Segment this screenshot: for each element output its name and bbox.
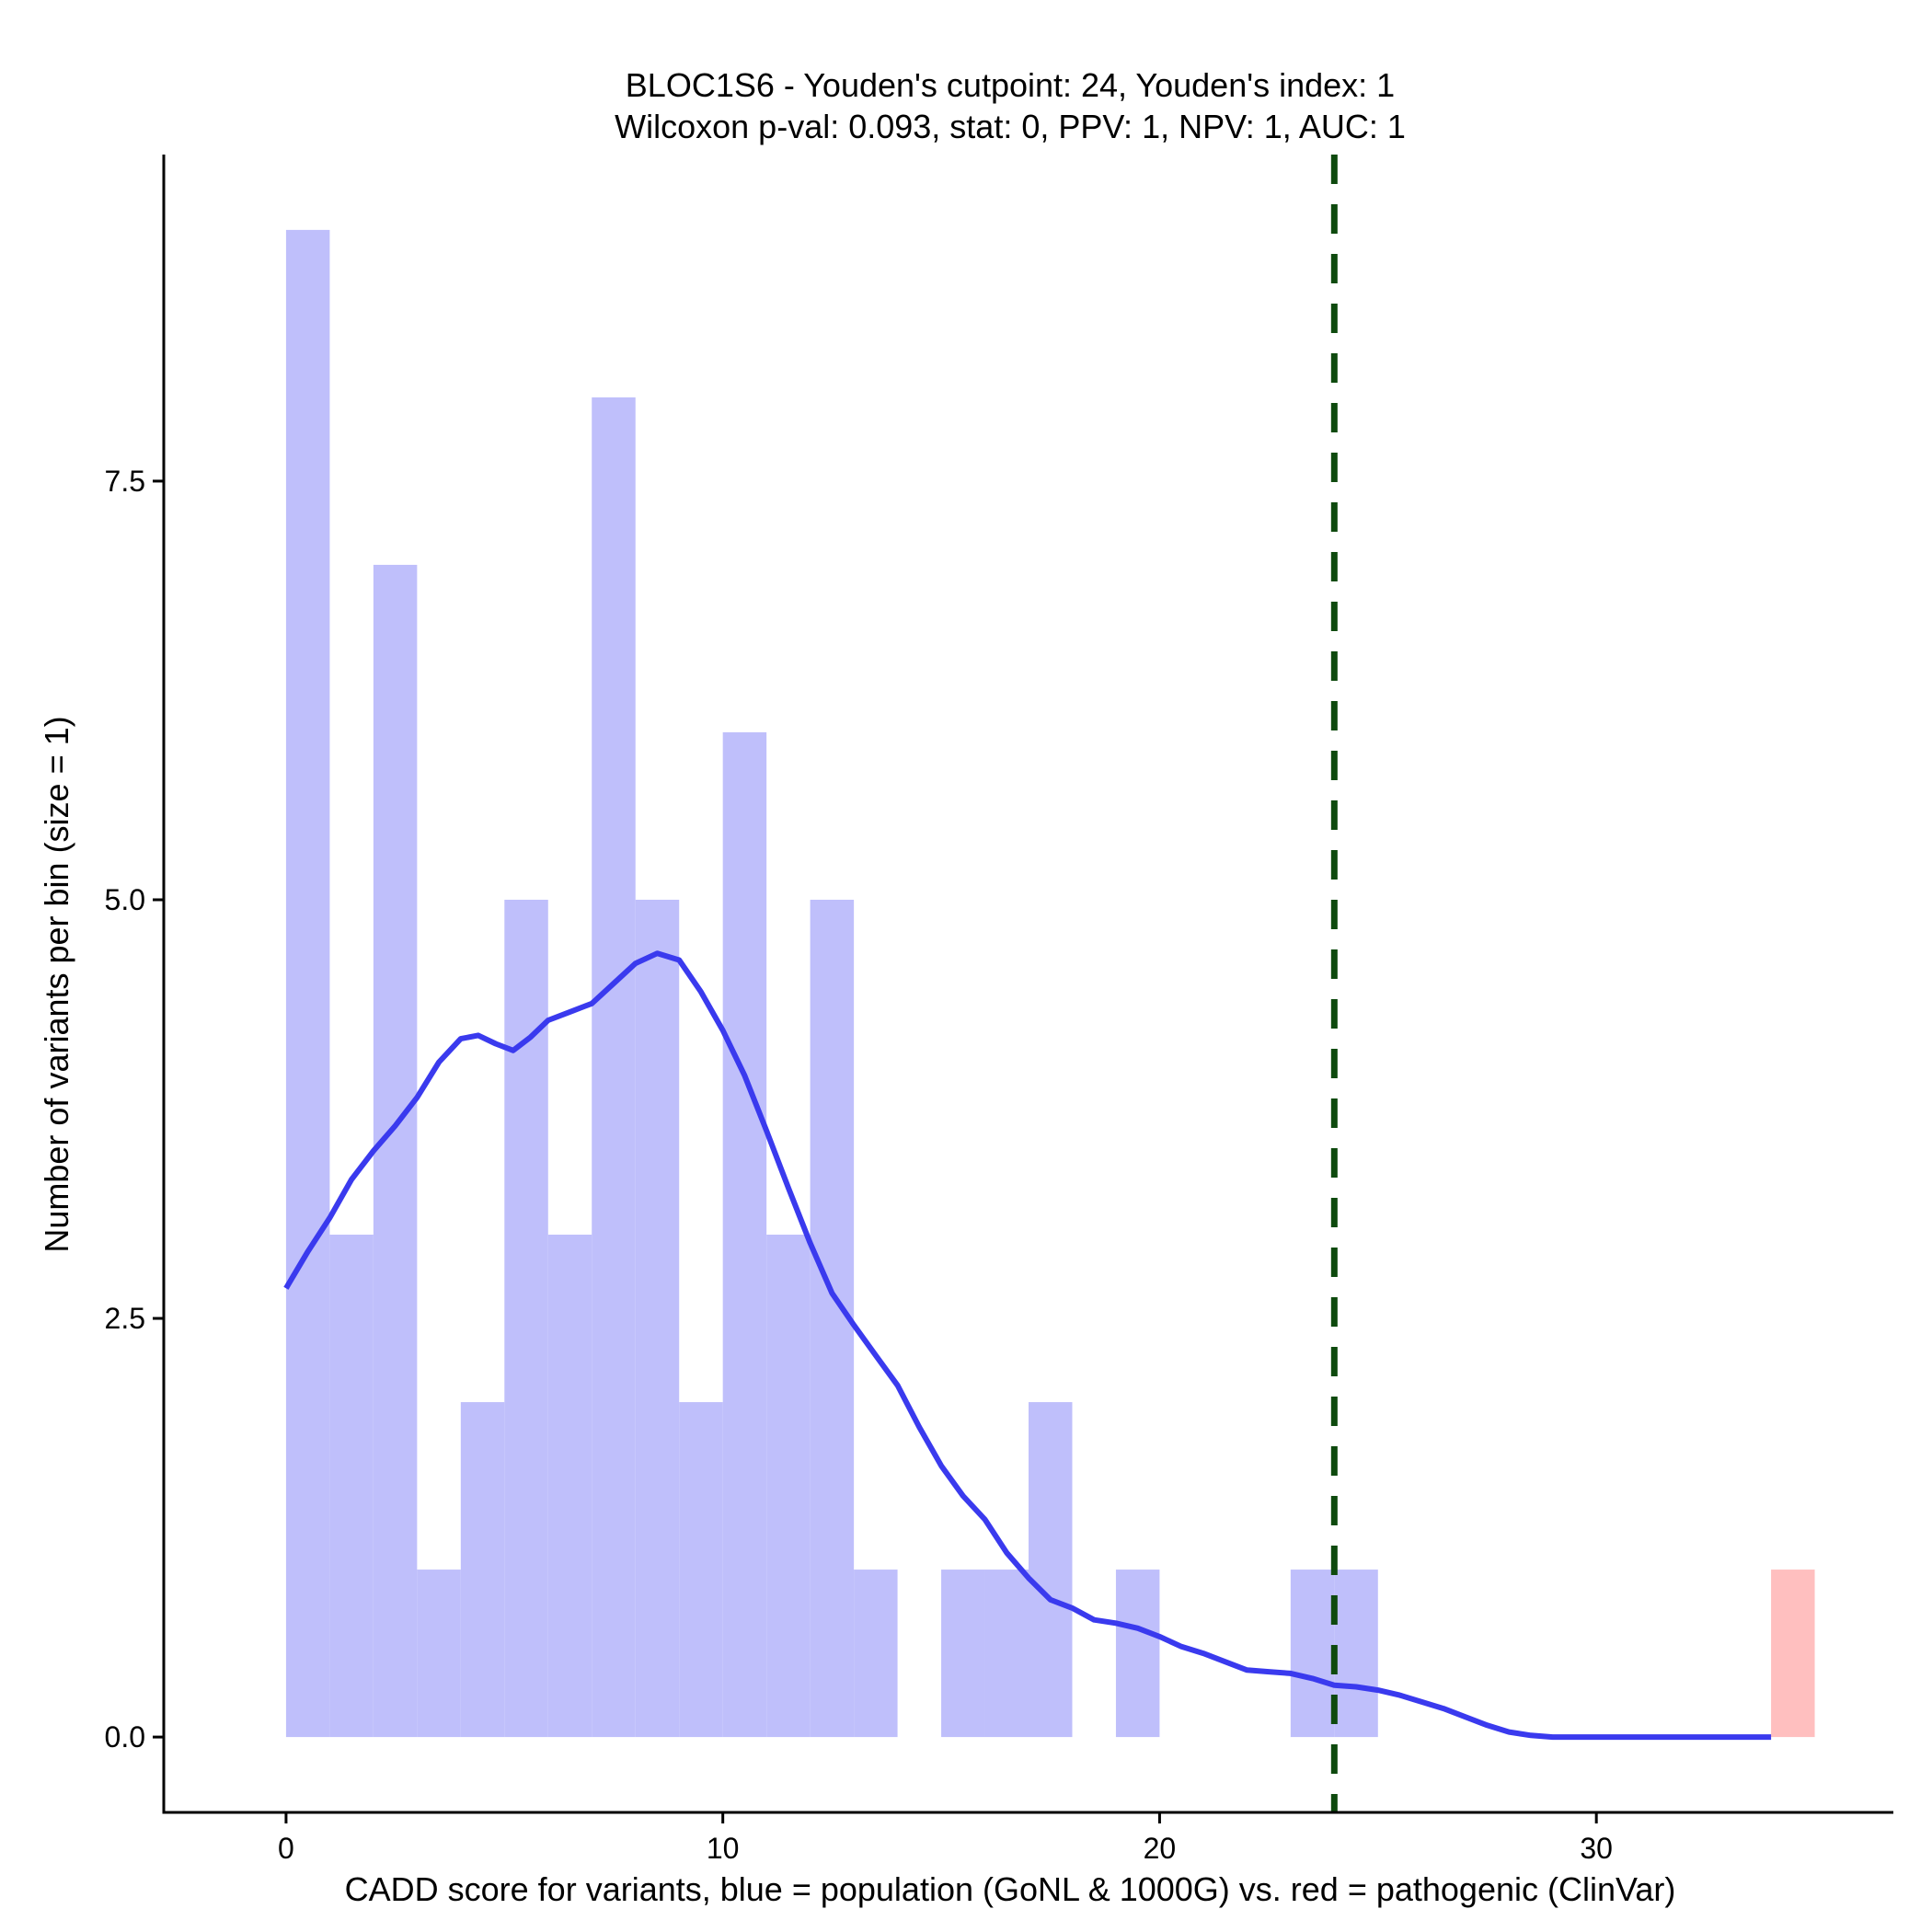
population-bar-3 <box>417 1570 461 1738</box>
population-bar-18 <box>1290 1570 1335 1738</box>
x-axis-ticks: 0 10 20 30 <box>278 1812 1613 1865</box>
density-curve <box>283 950 1772 1741</box>
chart-title-line-1: BLOC1S6 - Youden's cutpoint: 24, Youden'… <box>626 66 1395 104</box>
x-tick-label-3: 30 <box>1580 1832 1613 1865</box>
population-bar-7 <box>592 397 636 1738</box>
population-bar-6 <box>547 1235 592 1738</box>
population-bar-2 <box>373 564 418 1738</box>
x-tick-label-1: 10 <box>707 1832 740 1865</box>
population-bar-11 <box>766 1235 811 1738</box>
axes <box>162 155 1893 1814</box>
population-bar-4 <box>460 1402 505 1738</box>
population-bar-8 <box>635 899 680 1738</box>
y-tick-label-3: 7.5 <box>105 465 145 498</box>
y-tick-label-1: 2.5 <box>105 1302 145 1335</box>
population-bar-16 <box>1029 1402 1073 1738</box>
x-tick-label-0: 0 <box>278 1832 294 1865</box>
pathogenic-bar-0 <box>1771 1570 1815 1738</box>
density-curve-group <box>283 950 1772 1741</box>
y-axis-label: Number of variants per bin (size = 1) <box>38 716 75 1252</box>
population-bar-14 <box>941 1570 985 1738</box>
population-bar-17 <box>1115 1570 1160 1738</box>
population-bar-9 <box>679 1402 723 1738</box>
x-axis-label: CADD score for variants, blue = populati… <box>345 1870 1676 1908</box>
y-axis-ticks: 0.0 2.5 5.0 7.5 <box>105 465 164 1754</box>
chart-title: BLOC1S6 - Youden's cutpoint: 24, Youden'… <box>615 66 1406 145</box>
population-bar-19 <box>1334 1570 1378 1738</box>
chart-title-line-2: Wilcoxon p-val: 0.093, stat: 0, PPV: 1, … <box>615 108 1406 145</box>
population-bar-13 <box>854 1570 898 1738</box>
y-tick-label-0: 0.0 <box>105 1720 145 1754</box>
population-bar-0 <box>285 229 330 1738</box>
population-bar-1 <box>329 1235 374 1738</box>
population-bar-15 <box>984 1570 1029 1738</box>
histogram-bars <box>285 229 1815 1738</box>
y-tick-label-2: 5.0 <box>105 883 145 916</box>
x-tick-label-2: 20 <box>1144 1832 1177 1865</box>
population-bar-10 <box>722 731 767 1738</box>
